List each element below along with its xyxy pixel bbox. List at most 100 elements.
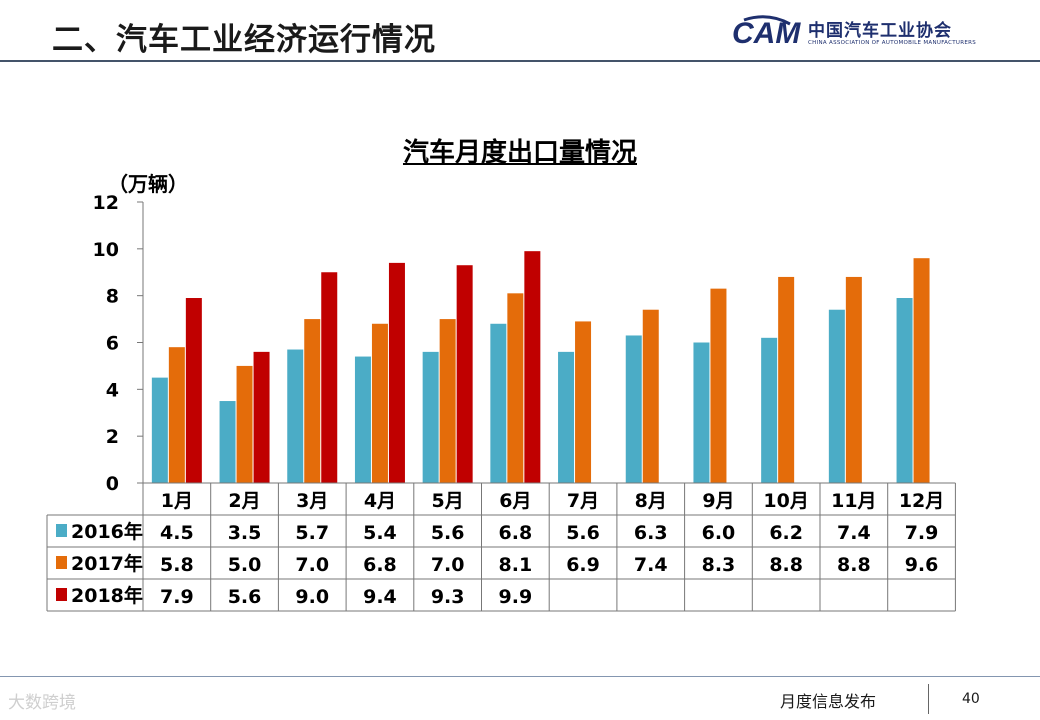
bar-2017年-9月 [710,288,727,483]
category-label: 7月 [567,490,599,512]
data-label: 9.3 [431,586,465,608]
footer-rule [0,676,1040,677]
bar-2017年-6月 [507,293,524,483]
category-label: 12月 [899,490,944,512]
data-label: 5.6 [228,586,262,608]
data-label: 7.4 [837,522,871,544]
bar-2017年-4月 [371,323,388,483]
y-tick-label: 6 [106,333,119,355]
data-label: 6.9 [566,554,600,576]
bar-2017年-7月 [575,321,592,483]
bar-2016年-4月 [354,356,371,483]
legend-label: 2018年 [71,584,143,607]
bar-2017年-11月 [845,276,862,483]
bar-2018年-5月 [456,265,473,483]
data-label: 3.5 [228,522,262,544]
bar-2016年-2月 [219,401,236,483]
bar-2016年-6月 [490,323,507,483]
category-label: 2月 [228,490,260,512]
bar-2018年-3月 [321,272,338,483]
data-label: 5.8 [160,554,194,576]
category-label: 5月 [432,490,464,512]
bar-2018年-1月 [185,298,202,483]
y-tick-label: 8 [106,286,119,308]
data-label: 9.0 [295,586,329,608]
data-label: 9.4 [363,586,397,608]
data-label: 7.9 [905,522,939,544]
category-label: 1月 [161,490,193,512]
category-label: 8月 [635,490,667,512]
category-label: 11月 [831,490,876,512]
legend-label: 2017年 [71,552,143,575]
data-label: 7.0 [295,554,329,576]
bar-2016年-1月 [151,377,168,483]
data-label: 5.7 [295,522,329,544]
data-label: 8.1 [499,554,533,576]
data-label: 6.0 [702,522,736,544]
data-label: 5.6 [566,522,600,544]
bar-2016年-7月 [558,351,575,483]
association-logo: CAM 中国汽车工业协会 CHINA ASSOCIATION OF AUTOMO… [730,14,1020,54]
legend-key-2017年 [56,556,67,569]
y-axis-unit: （万辆） [108,172,188,196]
category-label: 9月 [702,490,734,512]
data-label: 8.8 [837,554,871,576]
chart-title-wrap: 汽车月度出口量情况 [0,132,1040,169]
legend-label: 2016年 [71,520,143,543]
bar-2017年-3月 [304,319,321,483]
bar-2016年-3月 [287,349,304,483]
logo-chinese-name: 中国汽车工业协会 [808,21,952,41]
bar-2016年-10月 [761,337,778,483]
category-label: 4月 [364,490,396,512]
data-label: 6.8 [499,522,533,544]
footer-label: 月度信息发布 [780,692,877,711]
bar-2016年-5月 [422,351,439,483]
bar-2018年-2月 [253,351,270,483]
data-label: 6.2 [769,522,803,544]
y-tick-label: 12 [93,192,119,214]
slide-title: 二、汽车工业经济运行情况 [52,22,436,58]
logo-english-name: CHINA ASSOCIATION OF AUTOMOBILE MANUFACT… [808,40,977,46]
bar-2017年-12月 [913,258,930,483]
bar-2017年-10月 [778,276,795,483]
data-label: 4.5 [160,522,194,544]
chart-title: 汽车月度出口量情况 [402,138,637,168]
data-label: 5.6 [431,522,465,544]
bar-2016年-11月 [828,309,845,483]
bar-2018年-4月 [388,262,405,483]
bar-2017年-8月 [642,309,659,483]
data-label: 8.8 [769,554,803,576]
footer-separator [928,684,929,714]
y-tick-label: 2 [106,426,119,448]
data-label: 6.8 [363,554,397,576]
data-label: 8.3 [702,554,736,576]
cam-logo-icon: CAM [732,15,801,50]
y-tick-label: 10 [93,239,119,261]
category-label: 3月 [296,490,328,512]
data-label: 6.3 [634,522,668,544]
data-label: 5.4 [363,522,397,544]
bar-2017年-5月 [439,319,456,483]
data-label: 9.9 [499,586,533,608]
category-label: 10月 [763,490,808,512]
data-label: 9.6 [905,554,939,576]
y-tick-label: 0 [106,473,119,495]
data-label: 7.9 [160,586,194,608]
data-label: 5.0 [228,554,262,576]
bar-2018年-6月 [524,251,541,483]
bar-2017年-2月 [236,365,253,483]
bar-2016年-12月 [896,298,913,483]
y-tick-label: 4 [106,379,119,401]
bar-2016年-9月 [693,342,710,483]
page-number: 40 [962,691,980,707]
watermark: 大数跨境 [8,693,76,713]
category-label: 6月 [499,490,531,512]
data-label: 7.4 [634,554,668,576]
header-rule [0,60,1040,62]
legend-key-2018年 [56,588,67,601]
legend-key-2016年 [56,524,67,537]
bar-2016年-8月 [625,335,642,483]
bar-2017年-1月 [168,347,185,483]
data-label: 7.0 [431,554,465,576]
